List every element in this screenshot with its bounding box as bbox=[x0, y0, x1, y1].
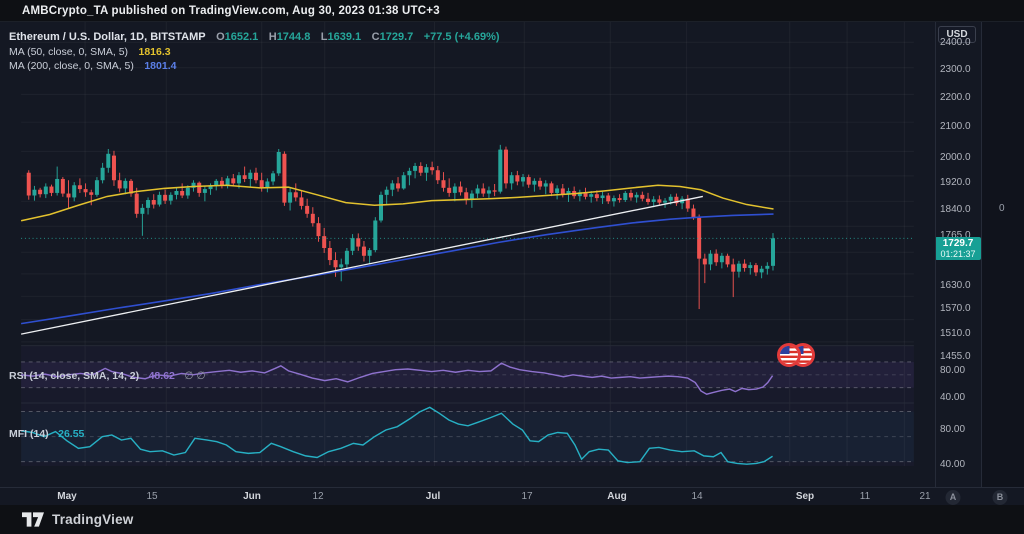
mfi-value: 26.55 bbox=[58, 428, 85, 440]
ma200-value: 1801.4 bbox=[144, 60, 177, 72]
price-tick-label: 2300.0 bbox=[940, 63, 971, 75]
low-label: L bbox=[320, 31, 328, 43]
flag-icon-left bbox=[777, 343, 801, 367]
rsi-tick-label: 80.00 bbox=[940, 365, 966, 377]
rsi-label: RSI (14, close, SMA, 14, 2) bbox=[9, 370, 140, 382]
change-value: +77.5 (+4.69%) bbox=[423, 31, 500, 43]
last-price-badge: 1729.7 01:21:37 bbox=[935, 237, 981, 261]
mfi-tick-label: 40.00 bbox=[940, 459, 966, 470]
bar-countdown: 01:21:37 bbox=[940, 248, 976, 259]
time-tick-label: 12 bbox=[312, 491, 324, 502]
price-tick-label: 1455.0 bbox=[940, 351, 971, 362]
attribution-bar: AMBCrypto_TA published on TradingView.co… bbox=[0, 0, 1024, 22]
time-tick-label: 17 bbox=[521, 491, 533, 502]
close-label: C bbox=[371, 31, 380, 43]
rsi-tick-label: 40.00 bbox=[940, 392, 966, 404]
mfi-legend[interactable]: MFI (14) 26.55 bbox=[9, 424, 84, 442]
price-tick-label: 2200.0 bbox=[940, 91, 971, 103]
time-tick-label: 21 bbox=[919, 491, 931, 502]
time-tick-label: May bbox=[57, 491, 77, 502]
time-tick-label: 15 bbox=[146, 491, 158, 502]
ma50-legend[interactable]: MA (50, close, 0, SMA, 5) 1816.3 bbox=[9, 42, 171, 60]
price-chart-canvas[interactable] bbox=[0, 22, 935, 487]
mfi-label: MFI (14) bbox=[9, 428, 49, 440]
price-tick-label: 1840.0 bbox=[940, 203, 971, 215]
attribution-text: AMBCrypto_TA published on TradingView.co… bbox=[22, 4, 440, 17]
high-label: H bbox=[268, 31, 277, 43]
rsi-legend[interactable]: RSI (14, close, SMA, 14, 2) 48.62 ∅ ∅ bbox=[9, 366, 206, 384]
time-tick-label: Sep bbox=[795, 491, 815, 502]
mfi-tick-label: 80.00 bbox=[940, 424, 966, 435]
axis-divider bbox=[935, 22, 936, 505]
time-tick-label: 11 bbox=[859, 491, 871, 502]
high-value: 1744.8 bbox=[276, 31, 311, 43]
time-tick-label: Jul bbox=[425, 491, 441, 502]
close-value: 1729.7 bbox=[379, 31, 414, 43]
tradingview-brand-text[interactable]: TradingView bbox=[52, 512, 134, 527]
time-tick-label: Aug bbox=[607, 491, 627, 502]
rsi-value: 48.62 bbox=[148, 370, 175, 382]
time-tick-label: Jun bbox=[243, 491, 261, 502]
symbol-legend: Ethereum / U.S. Dollar, 1D, BITSTAMP O16… bbox=[9, 27, 500, 45]
ma200-legend[interactable]: MA (200, close, 0, SMA, 5) 1801.4 bbox=[9, 56, 176, 74]
price-tick-label: 1765.0 bbox=[940, 229, 971, 241]
ma50-label: MA (50, close, 0, SMA, 5) bbox=[9, 46, 129, 58]
price-tick-label: 1630.0 bbox=[940, 279, 971, 291]
ma200-label: MA (200, close, 0, SMA, 5) bbox=[9, 60, 134, 72]
currency-toggle-button[interactable]: USD bbox=[938, 26, 976, 43]
time-tick-label: 14 bbox=[691, 491, 703, 502]
price-tick-label: 1920.0 bbox=[940, 177, 971, 189]
price-tick-label: 2100.0 bbox=[940, 120, 971, 132]
scale-mode-button-b[interactable]: B bbox=[992, 489, 1008, 505]
tradingview-logo-icon[interactable] bbox=[22, 512, 44, 527]
rsi-hidden-values: ∅ ∅ bbox=[184, 370, 206, 382]
open-value: 1652.1 bbox=[224, 31, 259, 43]
last-price-value: 1729.7 bbox=[942, 237, 974, 249]
scale-mode-button-a[interactable]: A bbox=[945, 489, 961, 505]
secondary-scale-panel: 0 bbox=[981, 22, 1024, 487]
low-value: 1639.1 bbox=[327, 31, 362, 43]
price-tick-label: 2400.0 bbox=[940, 37, 971, 49]
price-tick-label: 1510.0 bbox=[940, 327, 971, 339]
us-flag-stickers[interactable] bbox=[772, 340, 820, 375]
panel-divider bbox=[981, 22, 982, 505]
chart-area[interactable]: Ethereum / U.S. Dollar, 1D, BITSTAMP O16… bbox=[0, 22, 1024, 505]
price-tick-label: 2000.0 bbox=[940, 151, 971, 163]
symbol-title[interactable]: Ethereum / U.S. Dollar, 1D, BITSTAMP bbox=[9, 31, 206, 43]
price-tick-label: 1570.0 bbox=[940, 303, 971, 315]
footer-bar: TradingView bbox=[0, 505, 1024, 534]
time-axis[interactable]: May 15 Jun 12 Jul 17 Aug 14 Sep 11 21 A B bbox=[0, 487, 1024, 505]
ma50-value: 1816.3 bbox=[138, 46, 171, 58]
secondary-scale-zero-label: 0 bbox=[999, 202, 1005, 214]
open-label: O bbox=[216, 31, 225, 43]
price-axis[interactable]: USD 1729.7 01:21:37 2400.0 2300.0 2200.0 21… bbox=[935, 22, 981, 487]
